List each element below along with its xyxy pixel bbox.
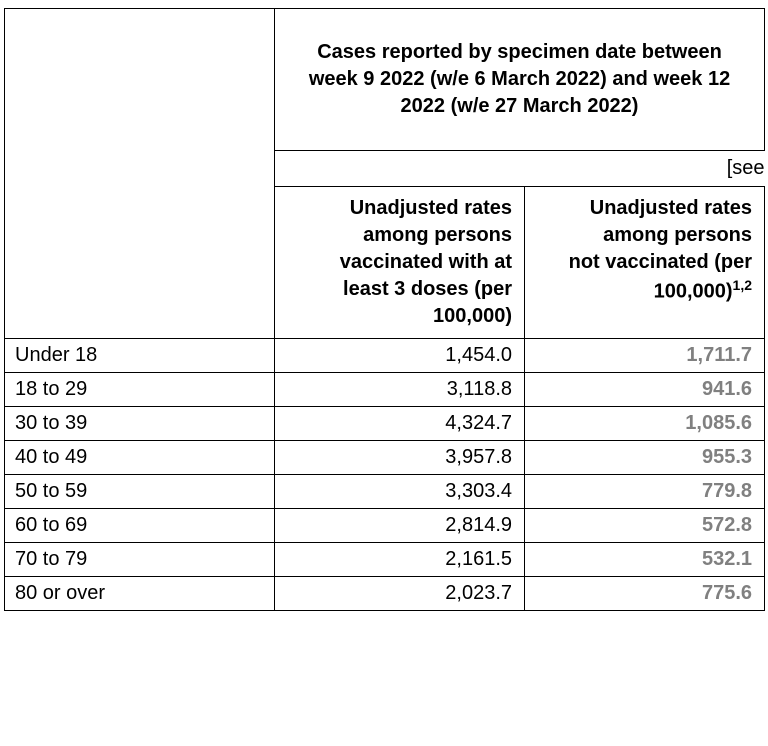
rate-vaccinated-cell: 4,324.7 (275, 407, 525, 441)
rate-not-vaccinated-cell: 1,085.6 (525, 407, 765, 441)
table-row: 70 to 792,161.5532.1 (5, 543, 765, 577)
rate-not-vaccinated-cell: 532.1 (525, 543, 765, 577)
rate-not-vaccinated-cell: 572.8 (525, 509, 765, 543)
table-row: 18 to 293,118.8941.6 (5, 373, 765, 407)
rate-vaccinated-cell: 1,454.0 (275, 339, 525, 373)
note-fragment: [see (275, 151, 765, 187)
age-group-cell: 80 or over (5, 577, 275, 611)
stub-header (5, 9, 275, 339)
rate-vaccinated-cell: 2,023.7 (275, 577, 525, 611)
table-row: 40 to 493,957.8955.3 (5, 441, 765, 475)
table-title: Cases reported by specimen date between … (275, 9, 765, 151)
rate-not-vaccinated-cell: 775.6 (525, 577, 765, 611)
age-group-cell: 18 to 29 (5, 373, 275, 407)
rate-vaccinated-cell: 3,303.4 (275, 475, 525, 509)
rate-not-vaccinated-cell: 955.3 (525, 441, 765, 475)
table-row: 50 to 593,303.4779.8 (5, 475, 765, 509)
age-group-cell: 60 to 69 (5, 509, 275, 543)
table-row: 60 to 692,814.9572.8 (5, 509, 765, 543)
age-group-cell: 40 to 49 (5, 441, 275, 475)
rate-not-vaccinated-cell: 1,711.7 (525, 339, 765, 373)
table-row: 30 to 394,324.71,085.6 (5, 407, 765, 441)
rate-vaccinated-cell: 2,814.9 (275, 509, 525, 543)
table-row: Under 181,454.01,711.7 (5, 339, 765, 373)
age-group-cell: 30 to 39 (5, 407, 275, 441)
age-group-cell: 70 to 79 (5, 543, 275, 577)
table-container: Cases reported by specimen date between … (0, 0, 768, 619)
rate-vaccinated-cell: 3,118.8 (275, 373, 525, 407)
rate-vaccinated-cell: 3,957.8 (275, 441, 525, 475)
rate-not-vaccinated-cell: 941.6 (525, 373, 765, 407)
age-group-cell: Under 18 (5, 339, 275, 373)
rate-not-vaccinated-cell: 779.8 (525, 475, 765, 509)
col-header-not-vaccinated: Unadjusted ratesamong personsnot vaccina… (525, 187, 765, 339)
rate-vaccinated-cell: 2,161.5 (275, 543, 525, 577)
col-header-vaccinated-3-doses: Unadjusted ratesamong personsvaccinated … (275, 187, 525, 339)
table-body: Under 181,454.01,711.718 to 293,118.8941… (5, 339, 765, 611)
table-row: 80 or over2,023.7775.6 (5, 577, 765, 611)
age-group-cell: 50 to 59 (5, 475, 275, 509)
rates-table: Cases reported by specimen date between … (4, 8, 765, 611)
